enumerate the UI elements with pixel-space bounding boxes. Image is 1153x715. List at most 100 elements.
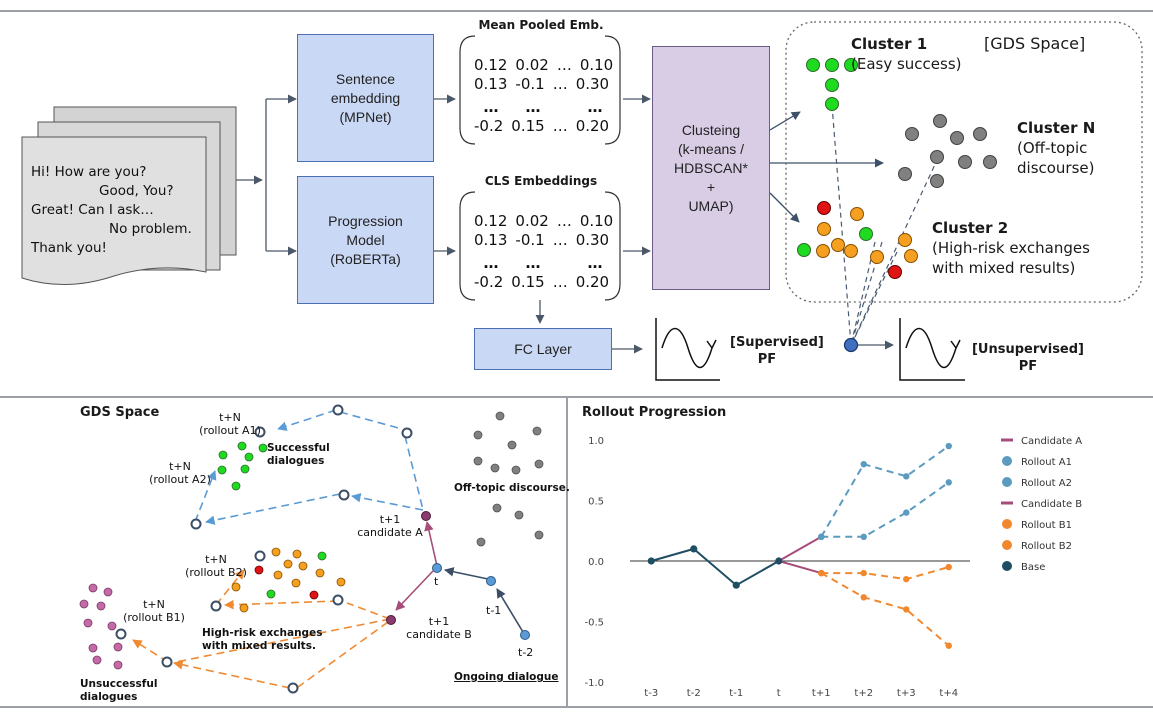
- cluster2-desc: with mixed results): [932, 259, 1076, 277]
- cluster1-points: [806, 58, 858, 111]
- legend-swatch: [1002, 561, 1012, 571]
- t-minus-1-node: [486, 576, 496, 586]
- gds-space-region: [785, 21, 1143, 303]
- matrix-cell: …: [552, 75, 568, 93]
- base-point: [775, 557, 783, 565]
- legend-swatch: [1002, 540, 1012, 550]
- series-line: [778, 535, 822, 562]
- top-rule: [0, 10, 1153, 12]
- matrix-cell: -0.1: [515, 231, 545, 249]
- matrix-cell: …: [525, 98, 541, 116]
- clusterN-title: Cluster N: [1017, 119, 1096, 137]
- ongoing-dialogue-label: Ongoing dialogue: [454, 671, 559, 683]
- supervised-pf-label: [Supervised] PF: [730, 334, 824, 368]
- highrisk-points: [231, 547, 346, 613]
- rollout-a2-label: t+N (rollout A2): [140, 460, 220, 486]
- dialogue-line: Thank you!: [31, 240, 107, 256]
- matrix-cell: 0.15: [511, 273, 545, 291]
- clusterN-desc: (Off-topic: [1017, 139, 1088, 157]
- sentence-embedding-line: Sentence: [335, 70, 396, 87]
- data-point: [860, 461, 867, 468]
- clustering-line: Clusteing: [681, 121, 741, 138]
- gds-space-title: GDS Space: [80, 405, 160, 420]
- matrix-cell: 0.12: [474, 56, 508, 74]
- series-line: [650, 547, 780, 587]
- base-point: [647, 557, 655, 565]
- y-tick-label: 0.0: [588, 557, 604, 568]
- cluster2-desc: (High-risk exchanges: [932, 239, 1090, 257]
- matrix-cell: -0.2: [474, 273, 504, 291]
- unsuccessful-points: [79, 583, 123, 670]
- x-tick-label: t+4: [939, 688, 958, 699]
- unsupervised-pf-label: [Unsupervised] PF: [968, 341, 1088, 375]
- data-point: [818, 569, 825, 577]
- data-point: [903, 575, 910, 583]
- matrix-cell: …: [552, 231, 568, 249]
- matrix-cell: 0.02: [515, 56, 549, 74]
- highrisk-line: High-risk exchanges: [202, 627, 323, 639]
- legend-label: Base: [1021, 562, 1045, 573]
- matrix-cell: 0.20: [575, 117, 610, 135]
- offtopic-points: [473, 411, 544, 547]
- matrix-cell: …: [587, 98, 603, 116]
- top-connectors: [21, 21, 1143, 381]
- cluster2-title: Cluster 2: [932, 219, 1009, 237]
- data-point: [860, 569, 867, 577]
- t-minus-2-label: t-2: [518, 646, 534, 659]
- chart-title: Rollout Progression: [582, 405, 727, 420]
- candidate-a-line: candidate A: [357, 526, 423, 539]
- matrix-cell: [558, 98, 570, 117]
- rollout-progression-chart: 1.0 0.5 0.0 -0.5 -1.0 t-3 t-2 t-1 t t+1 t+2 t+3 t+4 C…: [584, 436, 1082, 699]
- cluster2-label: Cluster 2 (High-risk exchanges with mixe…: [932, 218, 1090, 278]
- matrix-cell: …: [483, 254, 499, 272]
- unsupervised-pf-icon: [899, 318, 965, 381]
- candidate-a-node: [421, 511, 431, 521]
- cls-embeddings-title: CLS Embeddings: [484, 174, 598, 188]
- matrix-cell: -0.1: [515, 75, 545, 93]
- data-point: [860, 533, 867, 540]
- cluster1-title: Cluster 1: [851, 35, 928, 53]
- matrix-cell: …: [525, 254, 541, 272]
- series-line: [821, 566, 950, 581]
- t-label: t: [434, 575, 439, 588]
- matrix-cell: …: [556, 56, 572, 74]
- rollout-a2-line: t+N: [169, 460, 191, 473]
- mean-pooled-title: Mean Pooled Emb.: [478, 18, 604, 32]
- progression-model-box: Progression Model (RoBERTa): [297, 176, 434, 304]
- matrix-cell: …: [552, 273, 568, 291]
- progression-model-line: Model: [346, 231, 385, 248]
- matrix-cell: …: [587, 254, 603, 272]
- bottom-vertical-divider: [566, 398, 568, 706]
- candidate-b-line: t+1: [428, 615, 450, 628]
- series-line: [778, 560, 822, 575]
- matrix-cell: 0.10: [579, 56, 614, 74]
- data-point: [945, 479, 952, 486]
- legend-label: Candidate B: [1021, 499, 1082, 510]
- x-tick-label: t+3: [897, 688, 916, 699]
- legend-label: Rollout A2: [1021, 478, 1072, 489]
- gds-trajectory-diagram: [79, 404, 544, 694]
- candidate-b-label: t+1 candidate B: [404, 615, 474, 641]
- unsuccessful-line: Unsuccessful: [80, 678, 158, 690]
- gds-space-label: [GDS Space]: [984, 34, 1086, 53]
- unsupervised-pf-line: PF: [1018, 359, 1038, 374]
- dialogue-document-icon: [21, 106, 237, 285]
- x-tick-label: t-2: [687, 688, 701, 699]
- legend-label: Rollout B2: [1021, 541, 1072, 552]
- unsuccessful-line: dialogues: [80, 691, 138, 703]
- x-tick-label: t-3: [644, 688, 658, 699]
- dialogue-line: Good, You?: [99, 183, 174, 199]
- candidate-a-line: t+1: [379, 513, 401, 526]
- unsuccessful-label: Unsuccessful dialogues: [80, 678, 157, 704]
- fc-layer-label: FC Layer: [514, 341, 572, 357]
- x-tick-label: t+2: [854, 688, 873, 699]
- clusterN-points: [898, 114, 997, 188]
- clusterN-label: Cluster N (Off-topic discourse): [1017, 118, 1095, 178]
- rollout-b1-line: t+N: [143, 598, 165, 611]
- data-point: [945, 442, 952, 450]
- cluster1-desc: (Easy success): [851, 55, 962, 73]
- cluster1-label: Cluster 1 (Easy success): [851, 34, 962, 74]
- rollout-b1-line: (rollout B1): [123, 611, 185, 624]
- y-tick-label: -1.0: [584, 678, 604, 689]
- progression-model-line: (RoBERTa): [330, 250, 401, 267]
